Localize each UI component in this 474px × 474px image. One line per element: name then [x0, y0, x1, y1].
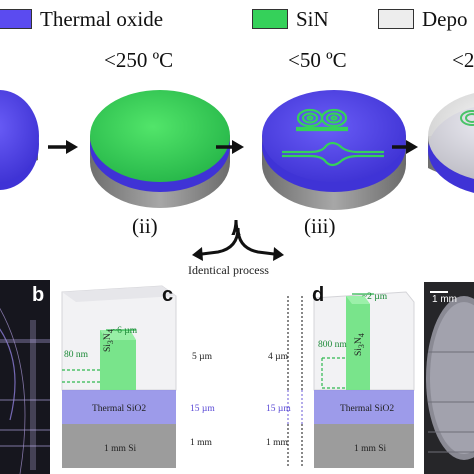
identical-process-label: Identical process: [188, 263, 269, 277]
panel-b-micrograph: [0, 280, 50, 474]
step-label-ii: (ii): [132, 214, 158, 238]
process-arrow-1: [48, 140, 78, 154]
legend-sin: SiN: [252, 6, 329, 32]
temperature-step-iii: <50 ºC: [288, 48, 347, 72]
spiral-resonators: [296, 108, 348, 132]
panel-d-material-label: Si3N4: [354, 333, 366, 356]
panel-d-cross-section: [301, 291, 415, 468]
step-label-iii: (iii): [304, 214, 336, 238]
panel-e-scale-label: 1 mm: [432, 294, 457, 305]
panel-c-oxide-label: Thermal SiO2: [92, 404, 147, 414]
panel-b-letter: b: [32, 284, 45, 306]
panel-c-width-label: ~6 µm: [112, 326, 138, 336]
wafer-step-ii: [90, 90, 230, 208]
panel-d-oxide-label: Thermal SiO2: [340, 404, 395, 414]
panel-c-letter: c: [162, 284, 174, 306]
panel-d-width-label: ~2 µm: [362, 292, 388, 302]
panel-c-oxide-thickness: 15 µm: [190, 404, 215, 414]
panel-d-substrate-label: 1 mm Si: [354, 444, 387, 454]
process-flow-diagram: [0, 90, 474, 235]
panel-e-micrograph: [424, 282, 474, 474]
legend-depo: Depo: [378, 6, 468, 32]
panel-d-layer-thickness: 4 µm: [268, 352, 288, 362]
panel-d-height-label: 800 nm: [318, 340, 347, 350]
process-arrow-3: [392, 140, 418, 154]
panel-d-substrate-thickness: 1 mm: [266, 438, 288, 448]
fork-arrow-icon: [192, 227, 284, 261]
legend-label-depo: Depo: [422, 6, 468, 31]
wafer-step-iii: [262, 90, 406, 210]
panel-c-substrate-thickness: 1 mm: [190, 438, 212, 448]
temperature-step-ii: <250 ºC: [104, 48, 174, 72]
legend-thermal-oxide: Thermal oxide: [0, 6, 163, 32]
directional-coupler: [282, 141, 384, 167]
wafer-step-i: [0, 90, 39, 190]
legend-label-sin: SiN: [296, 6, 329, 31]
legend-swatch-thermal-oxide: [0, 9, 32, 29]
panel-d-oxide-thickness: 15 µm: [266, 404, 291, 414]
process-arrow-2: [216, 140, 244, 154]
legend-label-thermal-oxide: Thermal oxide: [40, 6, 164, 31]
panel-c-layer-thickness: 5 µm: [192, 352, 212, 362]
temperature-step-iv: <2: [452, 48, 474, 72]
panel-c-cross-section: [61, 285, 289, 468]
panel-c-height-label: 80 nm: [64, 350, 89, 360]
legend-swatch-depo: [378, 9, 414, 29]
identical-process-arrow: [231, 219, 241, 235]
legend-swatch-sin: [252, 9, 288, 29]
panel-c-substrate-label: 1 mm Si: [104, 444, 137, 454]
panel-d-letter: d: [312, 284, 325, 306]
wafer-step-iv: [428, 93, 474, 193]
